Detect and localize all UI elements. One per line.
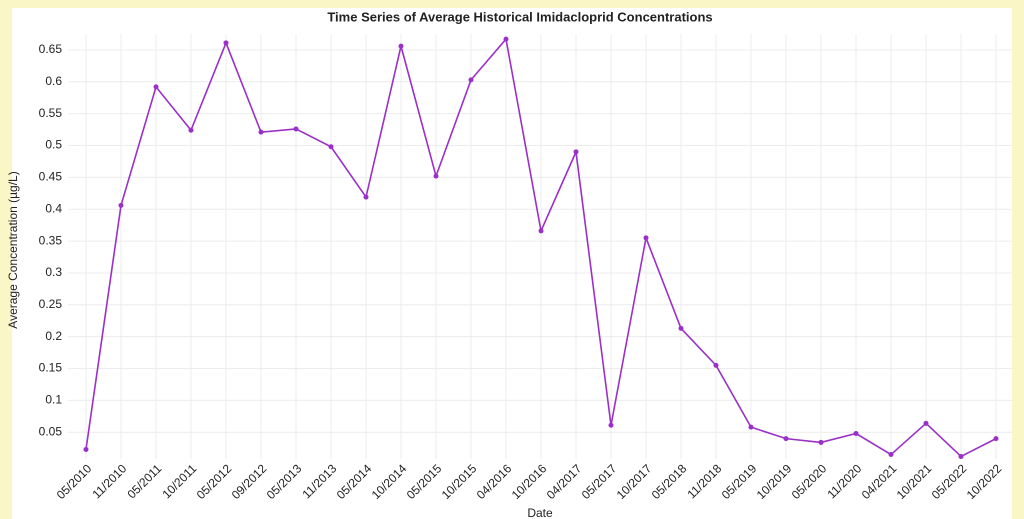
y-tick-label: 0.05 xyxy=(39,424,63,438)
data-point xyxy=(748,424,754,430)
data-point xyxy=(503,36,509,42)
data-point xyxy=(433,173,439,179)
data-point xyxy=(398,43,404,49)
y-tick-label: 0.1 xyxy=(45,393,62,407)
data-point xyxy=(118,202,124,208)
data-point xyxy=(608,422,614,428)
chart-title: Time Series of Average Historical Imidac… xyxy=(327,9,712,24)
data-point xyxy=(783,436,789,442)
y-tick-label: 0.45 xyxy=(39,170,63,184)
data-point xyxy=(993,436,999,442)
y-tick-label: 0.65 xyxy=(39,42,63,56)
y-tick-label: 0.15 xyxy=(39,361,63,375)
x-axis-label: Date xyxy=(527,506,553,519)
data-point xyxy=(888,452,894,458)
data-point xyxy=(958,453,964,459)
data-point xyxy=(678,325,684,331)
y-tick-label: 0.2 xyxy=(45,329,62,343)
data-point xyxy=(223,40,229,46)
data-point xyxy=(83,446,89,452)
data-point xyxy=(328,144,334,150)
y-tick-label: 0.55 xyxy=(39,106,63,120)
data-point xyxy=(713,362,719,368)
data-point xyxy=(853,431,859,437)
data-point xyxy=(468,77,474,83)
data-point xyxy=(188,127,194,133)
y-tick-label: 0.25 xyxy=(39,297,63,311)
chart-background xyxy=(12,8,1012,519)
data-point xyxy=(923,420,929,426)
data-point xyxy=(573,149,579,155)
data-point xyxy=(818,439,824,445)
data-point xyxy=(258,129,264,135)
data-point xyxy=(293,126,299,132)
y-axis-label: Average Concentration (µg/L) xyxy=(6,171,20,328)
data-point xyxy=(643,235,649,241)
data-point xyxy=(363,194,369,200)
y-tick-label: 0.4 xyxy=(45,201,62,215)
data-point xyxy=(153,84,159,90)
y-tick-label: 0.5 xyxy=(45,138,62,152)
y-tick-label: 0.35 xyxy=(39,233,63,247)
data-point xyxy=(538,228,544,234)
y-tick-label: 0.6 xyxy=(45,74,62,88)
y-tick-label: 0.3 xyxy=(45,265,62,279)
